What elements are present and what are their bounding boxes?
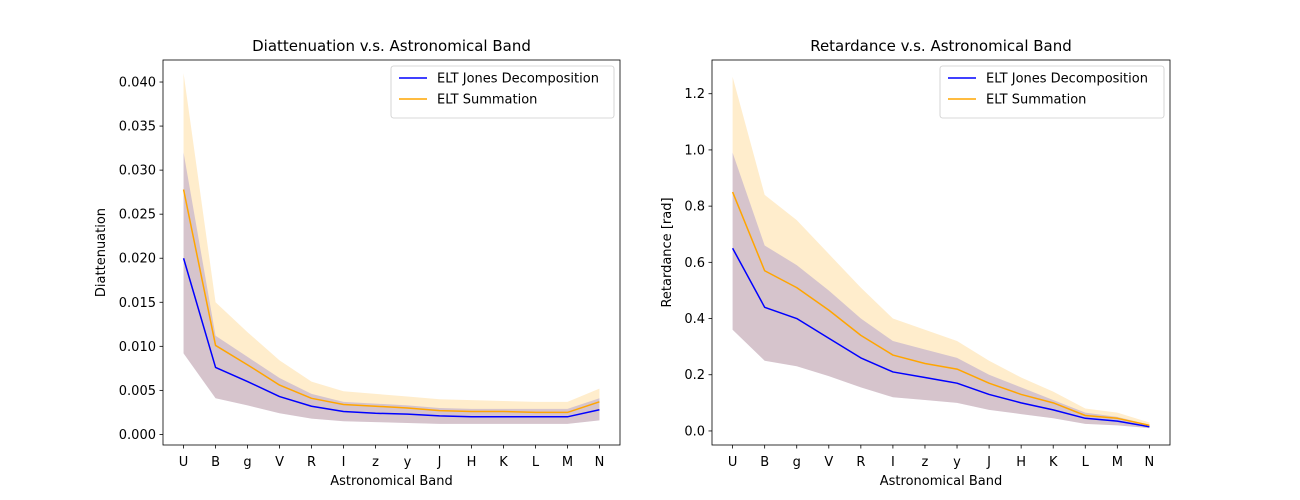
- chart-1-x-tick-label: N: [1145, 455, 1155, 470]
- chart-0-y-tick-label: 0.015: [119, 296, 156, 311]
- chart-0-x-tick-label: M: [562, 455, 573, 470]
- chart-0-x-tick-label: B: [211, 455, 220, 470]
- chart-1-title: Retardance v.s. Astronomical Band: [810, 37, 1072, 55]
- chart-1-y-tick-label: 1.0: [684, 143, 705, 158]
- chart-1-x-tick-label: U: [728, 455, 738, 470]
- chart-0-elt-summation-band: [183, 73, 600, 424]
- chart-1-y-axis-label: Retardance [rad]: [660, 197, 675, 307]
- chart-1-x-tick-label: L: [1082, 455, 1090, 470]
- chart-1-elt-jones-decomposition-band: [732, 152, 1150, 429]
- chart-0-x-tick-label: U: [179, 455, 189, 470]
- chart-0-legend: ELT Jones Decomposition ELT Summation: [390, 65, 615, 119]
- chart-0-x-tick-label: N: [595, 455, 605, 470]
- chart-1-x-tick-label: K: [1049, 455, 1058, 470]
- chart-1-legend-label-elt-jones-decomposition: ELT Jones Decomposition: [986, 72, 1148, 87]
- chart-1-x-tick-label: z: [922, 455, 929, 470]
- chart-1-legend-label-elt-summation: ELT Summation: [986, 93, 1086, 108]
- chart-1-x-tick-label: I: [891, 455, 895, 470]
- chart-0-elt-jones-decomposition-band: [183, 152, 600, 424]
- chart-0-x-tick-label: g: [243, 455, 251, 470]
- chart-0-x-tick-label: J: [437, 455, 442, 470]
- chart-1-elt-summation-band: [732, 76, 1150, 429]
- chart-0-elt-summation-line: [182, 189, 600, 414]
- chart-0-y-tick-label: 0.025: [119, 208, 156, 223]
- chart-1-x-tick-label: M: [1112, 455, 1123, 470]
- chart-1-y-tick-label: 0.8: [684, 200, 705, 215]
- chart-0-x-tick-label: H: [467, 455, 477, 470]
- chart-1-x-tick-label: y: [953, 455, 961, 470]
- chart-0-x-tick-label: K: [499, 455, 508, 470]
- chart-1-legend-box: [939, 65, 1165, 119]
- chart-0-y-tick-label: 0.040: [119, 76, 156, 91]
- chart-1-x-tick-label: R: [856, 455, 865, 470]
- chart-0-y-tick-label: 0.005: [119, 384, 156, 399]
- chart-0-y-tick-label: 0.035: [119, 120, 156, 135]
- chart-0-y-tick-label: 0.010: [119, 340, 156, 355]
- chart-0-title: Diattenuation v.s. Astronomical Band: [252, 37, 531, 55]
- chart-1-x-tick-label: B: [760, 455, 769, 470]
- chart-1-y-tick-label: 0.6: [684, 256, 705, 271]
- chart-0-axes-frame: [162, 59, 621, 446]
- chart-1-y-tick-label: 0.4: [684, 312, 705, 327]
- chart-0-y-axis-label: Diattenuation: [94, 208, 109, 297]
- chart-0-legend-label-elt-jones-decomposition: ELT Jones Decomposition: [437, 72, 599, 87]
- chart-0-x-tick-label: V: [275, 455, 284, 470]
- chart-1-legend: ELT Jones Decomposition ELT Summation: [939, 65, 1165, 119]
- chart-0-y-tick-label: 0.030: [119, 164, 156, 179]
- chart-1-elt-summation-line: [731, 191, 1150, 427]
- chart-1-x-tick-label: J: [986, 455, 991, 470]
- chart-1-y-tick-label: 1.2: [684, 87, 705, 102]
- chart-1-x-tick-label: H: [1016, 455, 1026, 470]
- chart-0-x-tick-label: R: [307, 455, 316, 470]
- chart-1-y-tick-label: 0.0: [684, 424, 705, 439]
- chart-1-elt-jones-decomposition-line: [731, 247, 1150, 428]
- chart-0-x-tick-label: L: [532, 455, 540, 470]
- chart-0-y-tick-label: 0.000: [119, 428, 156, 443]
- chart-1-x-tick-label: g: [793, 455, 801, 470]
- chart-0-x-tick-label: y: [404, 455, 412, 470]
- chart-0-y-tick-label: 0.020: [119, 252, 156, 267]
- chart-1-axes-frame: [711, 59, 1171, 446]
- chart-1-x-axis-label: Astronomical Band: [880, 474, 1002, 489]
- chart-0-x-tick-label: z: [372, 455, 379, 470]
- chart-0-legend-box: [390, 65, 615, 119]
- chart-1-y-tick-label: 0.2: [684, 368, 705, 383]
- chart-1-x-tick-label: V: [824, 455, 833, 470]
- chart-0-legend-label-elt-summation: ELT Summation: [437, 93, 537, 108]
- chart-0-elt-jones-decomposition-line: [182, 258, 600, 418]
- chart-0-x-tick-label: I: [342, 455, 346, 470]
- chart-0-x-axis-label: Astronomical Band: [330, 474, 452, 489]
